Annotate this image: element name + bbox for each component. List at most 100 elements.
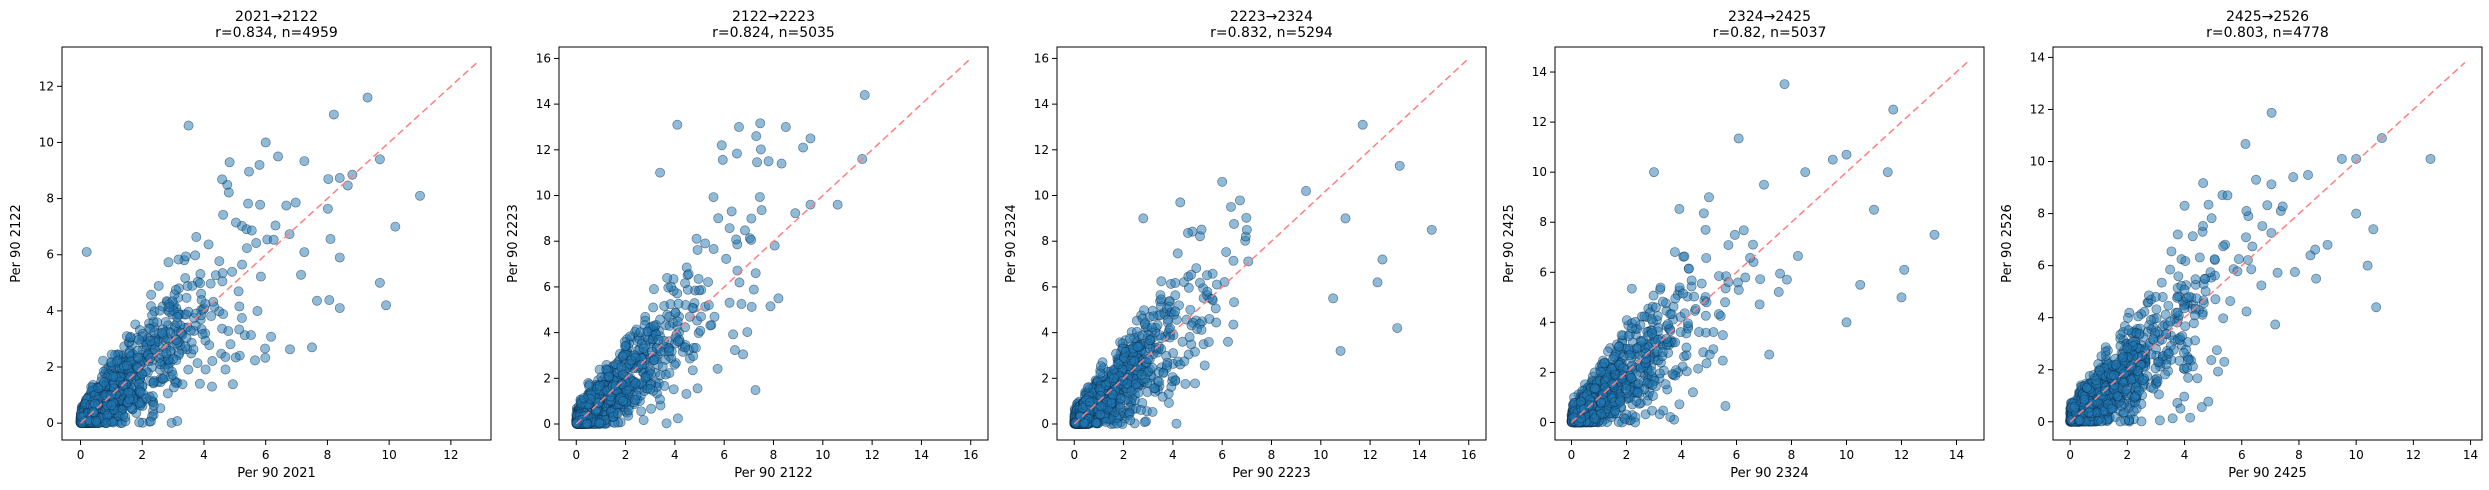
data-point bbox=[415, 190, 425, 201]
data-point bbox=[225, 339, 236, 350]
x-tick-label: 0 bbox=[77, 448, 85, 462]
data-point bbox=[81, 246, 92, 257]
data-point bbox=[1202, 270, 1212, 281]
data-point bbox=[1138, 213, 1149, 224]
data-point bbox=[1139, 417, 1150, 428]
data-point bbox=[324, 295, 335, 306]
x-tick-label: 2 bbox=[1120, 448, 1128, 462]
data-point bbox=[610, 380, 621, 391]
data-point bbox=[1335, 345, 1346, 356]
y-tick-label: 10 bbox=[536, 189, 551, 203]
data-point bbox=[220, 352, 231, 362]
data-point bbox=[260, 343, 271, 354]
data-point bbox=[322, 203, 333, 214]
data-point bbox=[218, 309, 229, 320]
data-point bbox=[108, 371, 119, 382]
data-point bbox=[724, 223, 735, 234]
data-point bbox=[742, 327, 753, 337]
data-point bbox=[1161, 360, 1172, 371]
data-point bbox=[618, 395, 629, 406]
y-tick-label: 12 bbox=[536, 143, 551, 157]
data-point bbox=[630, 378, 641, 389]
data-point bbox=[705, 320, 716, 331]
data-point bbox=[172, 416, 183, 427]
data-point bbox=[665, 299, 676, 310]
data-point bbox=[260, 352, 271, 363]
data-point bbox=[121, 360, 132, 371]
data-point bbox=[630, 394, 640, 405]
data-point bbox=[236, 313, 247, 323]
data-point bbox=[162, 388, 173, 399]
data-point bbox=[740, 225, 750, 236]
data-point bbox=[190, 250, 201, 261]
y-tick-label: 16 bbox=[536, 51, 551, 65]
data-point bbox=[206, 311, 217, 322]
data-point bbox=[246, 330, 256, 341]
data-point bbox=[691, 233, 702, 244]
data-point bbox=[200, 298, 211, 309]
data-point bbox=[217, 276, 228, 287]
data-point bbox=[1175, 197, 1186, 208]
data-point bbox=[381, 300, 392, 311]
data-point bbox=[101, 418, 112, 429]
data-point bbox=[146, 289, 157, 300]
data-point bbox=[1148, 311, 1159, 322]
data-point bbox=[207, 356, 218, 366]
data-point bbox=[646, 403, 657, 414]
data-point bbox=[154, 305, 165, 316]
data-point bbox=[694, 285, 705, 296]
y-tick-label: 8 bbox=[543, 234, 551, 248]
data-point bbox=[188, 344, 199, 355]
data-point bbox=[732, 148, 742, 159]
data-point bbox=[1301, 185, 1311, 196]
y-tick-label: 2 bbox=[46, 360, 54, 374]
scatter-points bbox=[571, 90, 870, 429]
data-point bbox=[133, 352, 143, 363]
data-point bbox=[124, 394, 135, 405]
data-point bbox=[1177, 336, 1188, 347]
data-point bbox=[163, 363, 174, 374]
data-point bbox=[362, 92, 373, 103]
data-point bbox=[185, 325, 196, 336]
data-point bbox=[1243, 256, 1254, 267]
data-point bbox=[120, 412, 131, 422]
data-point bbox=[1708, 327, 1719, 338]
data-point bbox=[1132, 341, 1143, 352]
data-point bbox=[649, 284, 659, 295]
data-point bbox=[1096, 401, 1107, 412]
data-point bbox=[1157, 391, 1168, 402]
data-point bbox=[323, 174, 334, 184]
data-point bbox=[218, 209, 229, 220]
data-point bbox=[1090, 417, 1101, 428]
data-point bbox=[1792, 251, 1803, 261]
data-point bbox=[594, 380, 605, 391]
x-tick-label: 10 bbox=[815, 448, 830, 462]
data-point bbox=[696, 311, 706, 322]
data-point bbox=[1170, 278, 1181, 288]
identity-line bbox=[1073, 57, 1470, 425]
data-point bbox=[148, 377, 159, 388]
data-point bbox=[124, 348, 134, 359]
x-tick-label: 10 bbox=[382, 448, 397, 462]
data-point bbox=[672, 119, 683, 130]
data-point bbox=[746, 213, 757, 224]
data-point bbox=[177, 379, 188, 390]
data-point bbox=[1372, 277, 1383, 288]
data-point bbox=[334, 303, 345, 314]
data-point bbox=[645, 384, 656, 395]
data-point bbox=[755, 144, 766, 155]
data-point bbox=[746, 234, 757, 245]
data-point bbox=[1115, 393, 1126, 404]
data-point bbox=[227, 379, 238, 390]
data-point bbox=[161, 348, 172, 359]
data-point bbox=[1229, 297, 1240, 308]
data-point bbox=[655, 394, 665, 405]
scatter-points bbox=[1566, 79, 1940, 428]
data-point bbox=[638, 343, 649, 354]
data-point bbox=[270, 220, 281, 231]
data-point bbox=[1108, 373, 1119, 384]
data-point bbox=[1156, 276, 1167, 287]
panel-title: 2324→2425 bbox=[1728, 9, 1811, 25]
